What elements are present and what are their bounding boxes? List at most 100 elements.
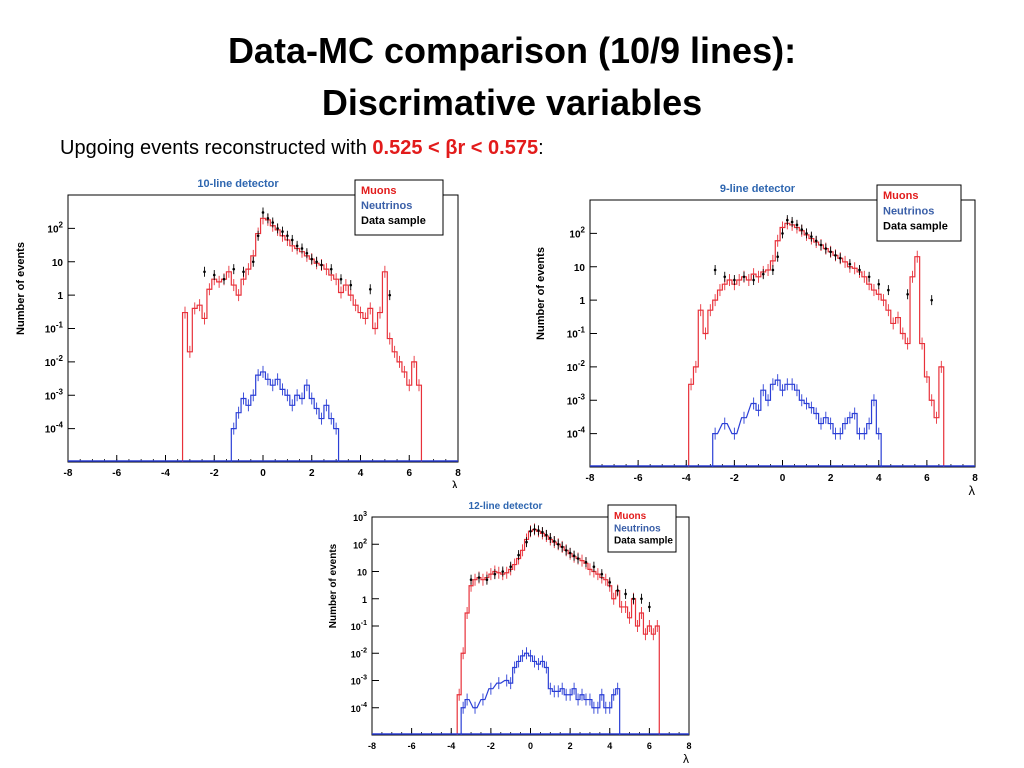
data-point (867, 275, 871, 279)
data-point (203, 270, 206, 274)
x-tick-label: -6 (408, 741, 416, 751)
data-point (251, 260, 255, 264)
x-tick-label: -4 (682, 473, 691, 484)
y-tick-exponent: 2 (59, 220, 64, 229)
data-point (320, 263, 323, 267)
y-tick-base: 10 (357, 568, 367, 578)
data-point (290, 238, 294, 242)
plot-frame (589, 199, 976, 468)
x-tick-label: 6 (647, 741, 652, 751)
plot-panel-12-line: -8 -6 -4 -2 0 2 4 6 8 10-4 10-3 10-2 10-1 1 10 102 103 12… (322, 495, 702, 766)
y-tick-exponent: -2 (56, 354, 64, 363)
data-point (477, 576, 481, 579)
data-point (805, 232, 808, 235)
chart-title: 9-line detector (720, 183, 796, 195)
y-tick-base: 10 (353, 540, 363, 550)
data-point (800, 228, 804, 231)
x-tick-label: 4 (607, 741, 612, 751)
data-point (537, 529, 540, 532)
data-point (300, 247, 304, 250)
data-point (517, 553, 520, 557)
y-tick-base: 10 (567, 330, 579, 341)
data-point (576, 557, 580, 560)
x-tick-label: 4 (876, 473, 882, 484)
data-point (286, 234, 289, 238)
data-point (315, 260, 318, 264)
y-tick-label: 10 (52, 258, 64, 269)
data-point (858, 268, 861, 272)
y-tick-exponent: -3 (578, 392, 586, 401)
data-point (533, 528, 536, 531)
data-point (848, 262, 852, 266)
data-point (271, 221, 275, 224)
data-point (349, 283, 353, 287)
data-point (222, 277, 226, 281)
data-point (556, 542, 560, 546)
chart-title: 12-line detector (469, 501, 543, 512)
y-tick-base: 10 (351, 622, 361, 632)
y-tick-base: 10 (45, 425, 57, 436)
x-tick-label: 8 (972, 473, 978, 484)
data-point (887, 288, 890, 292)
x-tick-label: 2 (828, 473, 834, 484)
y-tick-exponent: -1 (578, 326, 586, 335)
legend-entry: Data sample (883, 221, 948, 233)
y-tick-label: 10-2 (45, 354, 64, 369)
data-point (810, 235, 813, 238)
x-tick-label: -2 (210, 468, 219, 479)
data-point (814, 239, 818, 243)
x-tick-label: 6 (924, 473, 930, 484)
data-point (493, 572, 497, 576)
legend-entry: Neutrinos (361, 200, 412, 212)
neutrinos-histogram (230, 371, 340, 462)
y-tick-label: 10-4 (351, 702, 367, 714)
y-tick-exponent: -4 (56, 421, 64, 430)
data-point (608, 581, 612, 584)
data-point (723, 275, 727, 279)
y-tick-label: 10-4 (45, 421, 64, 436)
y-tick-base: 10 (351, 704, 361, 714)
data-point (560, 545, 564, 549)
y-tick-label: 10 (357, 568, 367, 578)
data-point (776, 255, 779, 259)
plot-frame (67, 194, 459, 463)
data-point (541, 530, 544, 534)
data-point (790, 220, 794, 224)
y-tick-base: 10 (567, 396, 579, 407)
data-point (781, 232, 784, 235)
neutrinos-histogram (460, 652, 621, 735)
y-tick-exponent: -4 (361, 702, 367, 709)
y-tick-exponent: -1 (56, 321, 64, 330)
data-point (584, 560, 588, 564)
chart-12-line-detector: -8 -6 -4 -2 0 2 4 6 810-410-310-210-111010210312… (328, 501, 692, 766)
y-tick-exponent: 2 (363, 538, 367, 545)
y-tick-label: 102 (569, 225, 585, 240)
data-point (501, 570, 505, 573)
data-point (295, 244, 299, 248)
data-point (256, 234, 260, 238)
slide-subtitle: Upgoing events reconstructed with 0.525 … (60, 137, 544, 160)
data-point (572, 554, 576, 558)
y-tick-exponent: -2 (578, 359, 586, 368)
y-tick-base: 10 (574, 263, 586, 274)
y-tick-label: 10-4 (567, 426, 586, 441)
data-point (545, 533, 548, 537)
y-axis-label: Number of events (15, 242, 27, 335)
y-tick-label: 102 (353, 538, 367, 550)
data-point (509, 565, 512, 569)
y-tick-exponent: -1 (361, 620, 367, 627)
data-point (752, 278, 755, 282)
y-tick-exponent: -4 (578, 426, 586, 435)
x-tick-label: -4 (161, 468, 170, 479)
y-tick-label: 102 (47, 220, 63, 235)
legend-entry: Data sample (361, 215, 426, 227)
data-point (212, 273, 216, 277)
slide-title-line1: Data-MC comparison (10/9 lines): (227, 30, 797, 71)
x-tick-label: 6 (406, 468, 412, 479)
y-tick-base: 10 (47, 224, 59, 235)
y-tick-exponent: -2 (361, 647, 367, 654)
data-point (242, 270, 245, 274)
data-point (310, 257, 314, 261)
y-tick-exponent: -3 (361, 675, 367, 682)
legend-entry: Muons (883, 190, 918, 202)
